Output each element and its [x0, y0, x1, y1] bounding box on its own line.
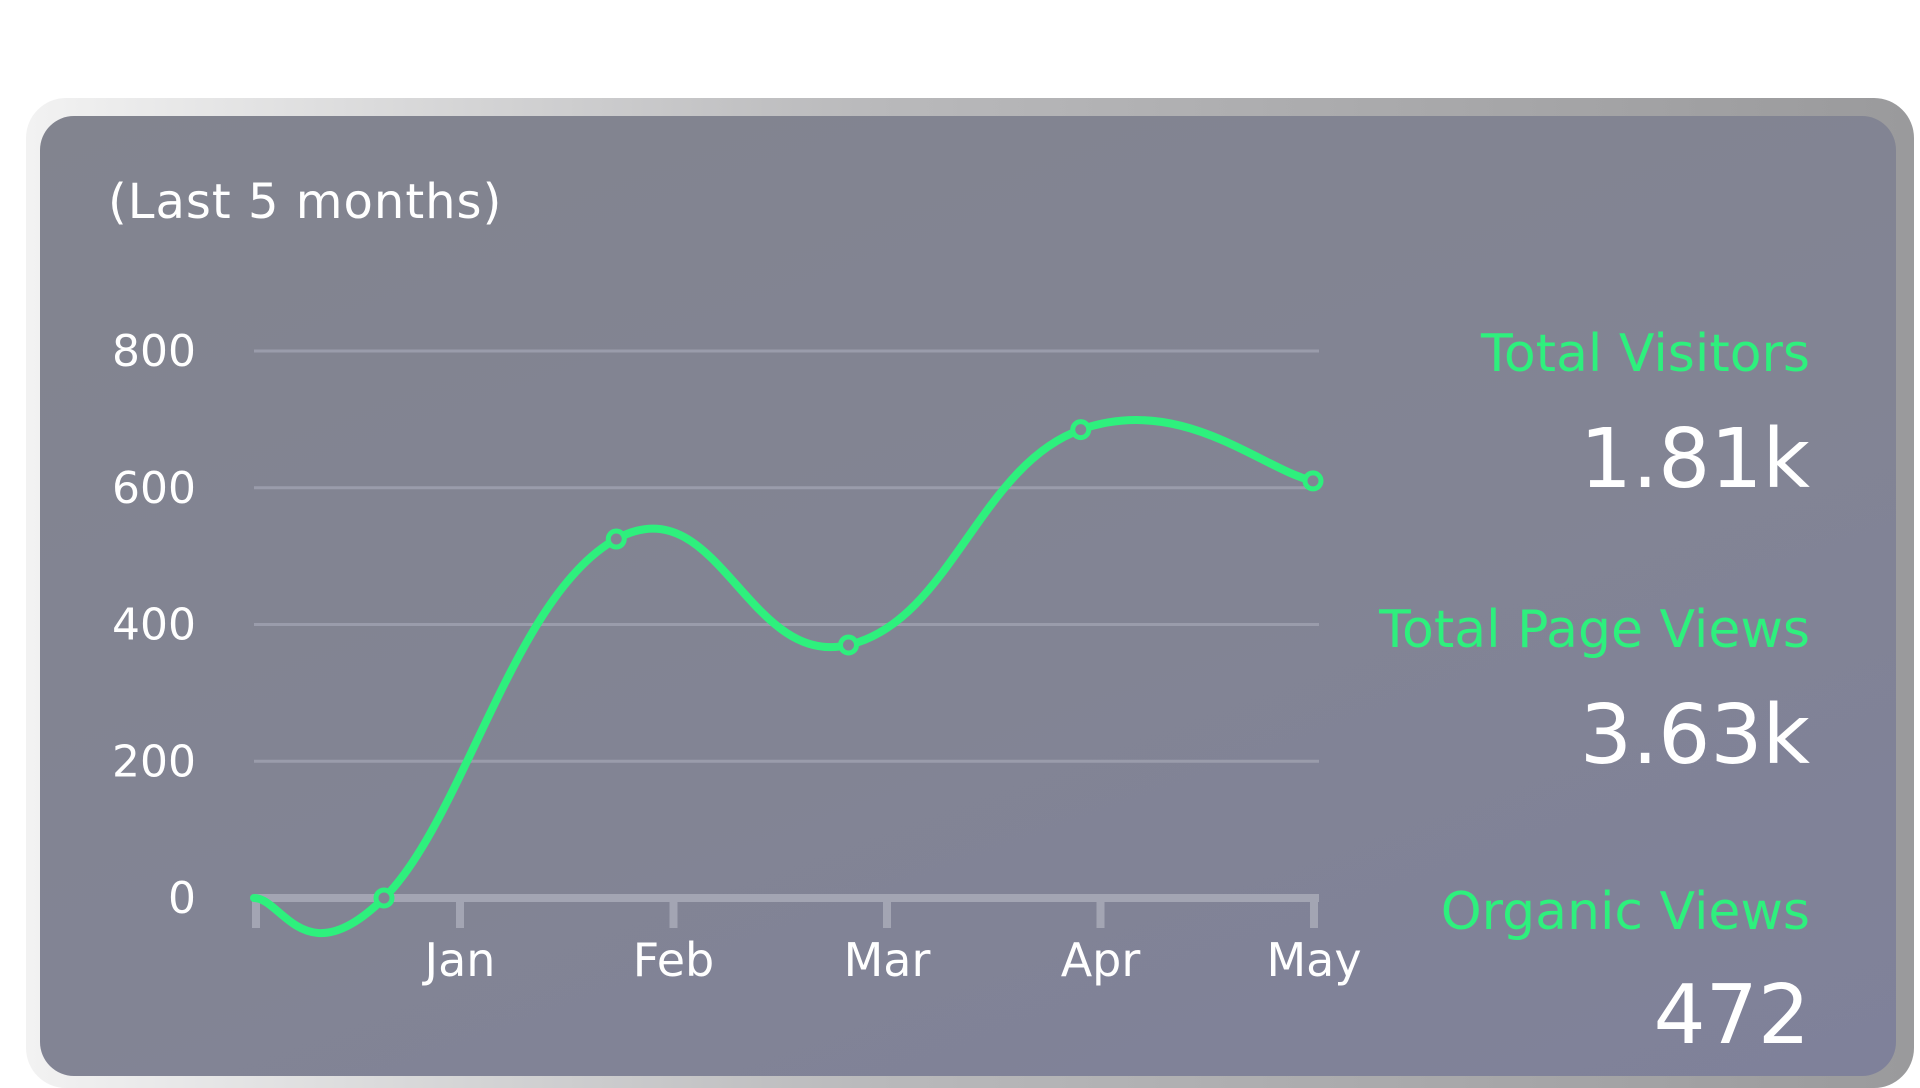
data-point [1302, 470, 1324, 492]
x-axis-ticks: Jan Feb Mar Apr May [422, 933, 1362, 987]
data-point [373, 887, 395, 909]
data-point [1070, 419, 1092, 441]
series-line [250, 416, 1317, 938]
data-point [605, 528, 627, 550]
stat-label-organic-views: Organic Views [1440, 882, 1810, 942]
chart-subtitle: (Last 5 months) [108, 174, 503, 230]
x-tick-label: Apr [1061, 933, 1141, 987]
stat-value-total-page-views: 3.63k [1579, 688, 1810, 783]
y-tick-label: 0 [168, 873, 196, 924]
y-tick-label: 400 [112, 600, 196, 651]
stat-label-total-visitors: Total Visitors [1480, 324, 1810, 384]
data-points [373, 419, 1324, 909]
data-point [838, 634, 859, 656]
stat-label-total-page-views: Total Page Views [1379, 600, 1810, 660]
x-tick-label: May [1266, 933, 1361, 987]
y-tick-label: 200 [112, 736, 196, 787]
analytics-card: (Last 5 months) 0 200 400 600 800 Jan Feb Mar A… [40, 116, 1896, 1076]
x-tick-label: Feb [633, 933, 714, 987]
y-tick-label: 800 [112, 326, 196, 377]
stat-value-organic-views: 472 [1653, 968, 1810, 1063]
line-chart: 0 200 400 600 800 Jan Feb Mar Apr May [112, 326, 1362, 987]
x-axis [252, 894, 1319, 928]
x-tick-label: Mar [844, 933, 931, 987]
y-tick-label: 600 [112, 463, 196, 514]
stat-value-total-visitors: 1.81k [1579, 412, 1810, 507]
grid-lines [254, 349, 1319, 763]
x-tick-label: Jan [422, 933, 496, 987]
y-axis-ticks: 0 200 400 600 800 [112, 326, 196, 924]
